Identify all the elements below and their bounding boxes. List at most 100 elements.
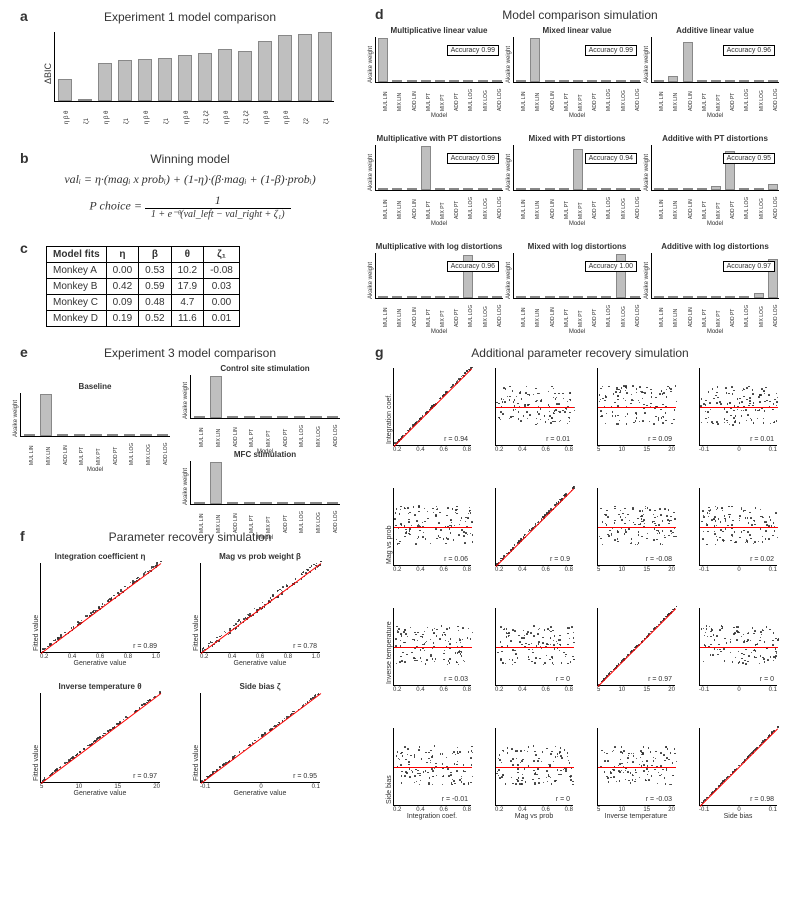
scatter-point [512, 664, 514, 666]
scatter-point [467, 517, 469, 519]
model-label: MIX LIN [673, 93, 679, 111]
model-label: MIX PT [578, 202, 584, 219]
scatter-point [446, 757, 448, 759]
scatter-point [499, 777, 501, 779]
scatter-point [724, 638, 726, 640]
model-label: MIX PT [96, 448, 102, 465]
scatter-point [413, 506, 415, 508]
scatter-point [728, 506, 730, 508]
scatter-point [414, 782, 416, 784]
model-label: MUL PT [564, 201, 570, 219]
bar [140, 434, 152, 436]
scatter-point [295, 578, 297, 580]
bar [278, 35, 292, 101]
scatter-point [708, 507, 710, 509]
r-label: r = 0.89 [133, 643, 157, 650]
model-label: MIX PT [266, 430, 272, 447]
scatter-point [777, 537, 779, 539]
scatter-point [749, 534, 751, 536]
scatter-point [627, 514, 629, 516]
scatter-point [443, 653, 445, 655]
scatter-point [639, 777, 641, 779]
scatter-point [639, 510, 641, 512]
bar [711, 80, 721, 82]
xtick: 0.2 [393, 567, 401, 573]
scatter-plot: r = 0.02 [699, 488, 777, 566]
scatter-point [661, 774, 663, 776]
scatter-point [623, 750, 625, 752]
scatter-point [456, 513, 458, 515]
r-label: r = 0.98 [750, 796, 774, 803]
scatter-point [647, 507, 649, 509]
bar [218, 49, 232, 101]
scatter-point [606, 524, 608, 526]
scatter-point [625, 531, 627, 533]
scatter-point [537, 633, 539, 635]
scatter-point [646, 538, 648, 540]
scatter-point [733, 390, 735, 392]
scatter-point [623, 385, 625, 387]
scatter-point [534, 782, 536, 784]
scatter-point [733, 410, 735, 412]
scatter-point [468, 782, 470, 784]
xtick-row: 0.20.40.60.8 [495, 447, 573, 453]
table-cell: 11.6 [171, 311, 203, 327]
scatter-point [625, 770, 627, 772]
mini-barchart: MUL LINMIX LINADD LINMUL PTMIX PTADD PTM… [513, 37, 641, 83]
scatter-point [565, 770, 567, 772]
scatter-point [710, 631, 712, 633]
r-label: r = 0.01 [546, 436, 570, 443]
scatter-point [646, 760, 648, 762]
scatter-point [759, 401, 761, 403]
scatter-point [653, 539, 655, 541]
table-cell: 0.19 [106, 311, 138, 327]
table-cell: 0.03 [204, 279, 240, 295]
model-label: ADD LIN [550, 91, 556, 111]
scatter-point [501, 762, 503, 764]
scatter-point [432, 770, 434, 772]
scatter-point [560, 644, 562, 646]
model-label: MIX LIN [535, 309, 541, 327]
scatter-point [396, 539, 398, 541]
accuracy-box: Accuracy 0.99 [447, 45, 499, 56]
scatter-point [435, 528, 437, 530]
table-cell: 0.09 [106, 295, 138, 311]
scatter-point [763, 658, 765, 660]
model-label: MUL PT [564, 93, 570, 111]
scatter-point [729, 402, 731, 404]
scatter-point [775, 655, 777, 657]
scatter-point [411, 652, 413, 654]
scatter-point [414, 660, 416, 662]
table-cell: 10.2 [171, 263, 203, 279]
scatter-point [744, 510, 746, 512]
model-label: MUL LIN [521, 307, 527, 327]
scatter-point [625, 400, 627, 402]
scatter-point [608, 781, 610, 783]
scatter-point [768, 394, 770, 396]
xtick: 0.6 [541, 447, 549, 453]
scatter-point [641, 536, 643, 538]
ylabel: Akaike weight [368, 262, 374, 299]
scatter-point [747, 517, 749, 519]
scatter-point [426, 659, 428, 661]
scatter-point [602, 544, 604, 546]
scatter-point [505, 388, 507, 390]
scatter-point [730, 540, 732, 542]
scatter-point [769, 516, 771, 518]
scatter-point [714, 639, 716, 641]
scatter-point [627, 757, 629, 759]
scatter-point [565, 768, 567, 770]
scatter-point [607, 516, 609, 518]
scatter-point [701, 398, 703, 400]
scatter-point [462, 627, 464, 629]
scatter-point [664, 537, 666, 539]
xtick: 0.4 [416, 447, 424, 453]
scatter-point [665, 420, 667, 422]
scatter-point [621, 746, 623, 748]
scatter-point [702, 538, 704, 540]
scatter-point [402, 755, 404, 757]
bar [244, 416, 256, 418]
xtick: 0.6 [541, 567, 549, 573]
scatter-point [546, 777, 548, 779]
scatter-point [717, 423, 719, 425]
